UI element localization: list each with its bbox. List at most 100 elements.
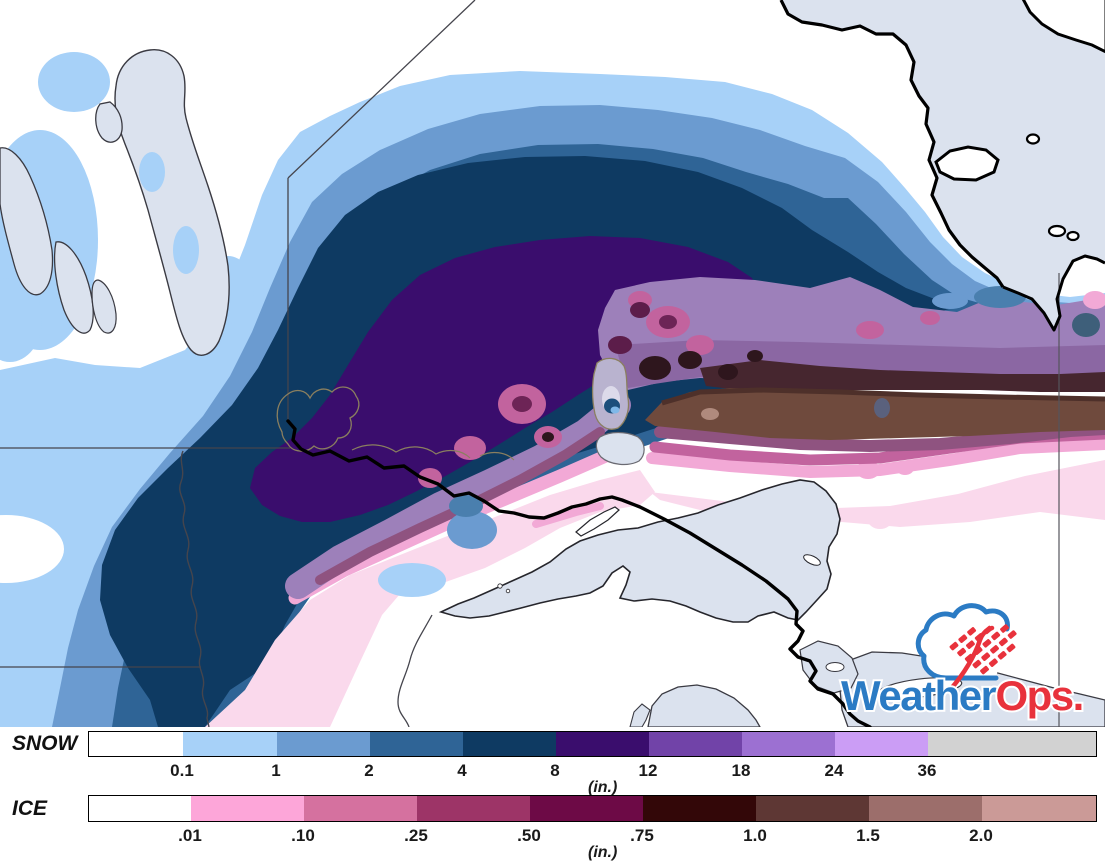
legend-tick: 1.5	[856, 826, 880, 845]
bay-islet	[1066, 230, 1080, 242]
ice-maroon-blob	[639, 356, 671, 380]
legend-band	[530, 796, 643, 821]
legend-tick: 1	[271, 761, 281, 780]
legend-tick: 12	[638, 761, 658, 780]
james-bay-south-coast	[1002, 254, 1105, 332]
lake-winnipeg-lobe	[95, 101, 123, 143]
legend-tick: 18	[731, 761, 751, 780]
legend-band	[277, 732, 370, 756]
legend-band	[835, 732, 928, 756]
quebec-corner-land	[1021, 0, 1105, 54]
ice-palepink-blob	[868, 511, 892, 529]
snow-on-lake	[139, 152, 165, 192]
legend-band	[191, 796, 304, 821]
legend-band	[89, 732, 183, 756]
legend-band	[928, 732, 1096, 756]
snow-patch-flank	[447, 511, 497, 549]
legend-band	[417, 796, 530, 821]
snow-patch	[0, 278, 42, 362]
lake-nipigon	[591, 357, 645, 466]
legend-tick: .75	[630, 826, 654, 845]
lake-manitoba	[53, 241, 94, 334]
snow-patch-bay	[932, 293, 968, 309]
snow-on-lake	[173, 226, 199, 274]
akimiski-island	[934, 145, 1000, 182]
legend-tick: 4	[457, 761, 467, 780]
ice-maroon-blob	[678, 351, 702, 369]
legend-band	[370, 732, 463, 756]
legend-band	[756, 796, 869, 821]
ice-rose-blob	[856, 321, 884, 339]
legend-band	[89, 796, 191, 821]
ice-tick-labels: .01 .10 .25 .50 .75 1.0 1.5 2.0	[88, 826, 1097, 846]
ice-pink-blob	[896, 461, 914, 475]
legend-band	[742, 732, 835, 756]
logo-text: WeatherOps.	[841, 672, 1083, 719]
apostle-island	[505, 588, 511, 594]
legend-tick: 24	[824, 761, 844, 780]
james-bay-west-coast	[779, 0, 1005, 288]
snow-colorbar	[88, 731, 1097, 757]
ice-rose-blob	[920, 311, 940, 325]
ice-rose-blob	[454, 436, 486, 460]
ice-dark-center	[542, 432, 554, 442]
legend-tick: .10	[291, 826, 315, 845]
lake-michigan	[647, 684, 761, 727]
ice-plum-center	[512, 396, 532, 412]
legend-band	[304, 796, 417, 821]
ice-maroon-blob	[747, 350, 763, 362]
ice-maroon-blob	[718, 364, 738, 380]
flag-hatch-icon	[949, 624, 1017, 675]
snow-patch-bay	[1072, 313, 1100, 337]
legend-band	[463, 732, 556, 756]
ice-pink-blob	[856, 461, 880, 479]
legend-band	[556, 732, 649, 756]
snow-legend-title: SNOW	[12, 732, 78, 755]
lake-superior	[438, 479, 841, 623]
white-notch	[0, 515, 64, 583]
bay-islet	[1047, 224, 1067, 238]
legend-band	[649, 732, 742, 756]
legend-tick: .50	[517, 826, 541, 845]
manitoulin-island	[877, 677, 963, 699]
legend-tick: 1.0	[743, 826, 767, 845]
snow-patch	[38, 52, 110, 112]
ice-plum-center	[659, 315, 677, 329]
legend-tick: 0.1	[170, 761, 194, 780]
weatherops-logo: WeatherOps.	[839, 603, 1086, 721]
lake-winnipeg	[114, 49, 230, 356]
ice-brown-light-patch	[701, 408, 719, 420]
ice-pink-bay	[1083, 291, 1105, 309]
legend-tick: 2	[364, 761, 374, 780]
legend-band	[183, 732, 277, 756]
ice-plum-south	[654, 423, 1105, 453]
ice-colorbar	[88, 795, 1097, 822]
nipigon-south	[595, 431, 645, 466]
legend-tick: 8	[550, 761, 560, 780]
lake-of-the-woods-outline	[276, 386, 360, 452]
channel-island	[825, 662, 845, 672]
snow-tick-labels: 0.1 1 2 4 8 12 18 24 36	[88, 761, 1097, 781]
bay-islet	[1025, 133, 1041, 145]
forecast-map: WeatherOps.	[0, 0, 1105, 727]
red-river-border	[179, 450, 210, 727]
ice-darkplum-blob	[630, 302, 650, 318]
lake-winnipegosis	[0, 147, 54, 296]
green-bay	[629, 703, 651, 727]
michipicoten-island	[803, 554, 821, 566]
ice-brown-edge	[661, 387, 1105, 406]
small-lake	[91, 279, 117, 334]
border-mn-wi	[397, 614, 433, 727]
ice-pink-shore	[532, 502, 604, 528]
snow-patch-flank	[449, 495, 483, 517]
border-diagonal	[287, 0, 476, 179]
borders	[0, 0, 1105, 727]
ice-unit-label: (in.)	[588, 844, 618, 861]
ice-legend-title: ICE	[12, 797, 48, 820]
ice-palepink-west	[205, 470, 655, 727]
slate-spot	[874, 398, 890, 418]
ice-brown-core	[645, 388, 1105, 440]
rainy-lakes-outline	[351, 444, 515, 461]
snow-patch-flank	[378, 563, 446, 597]
